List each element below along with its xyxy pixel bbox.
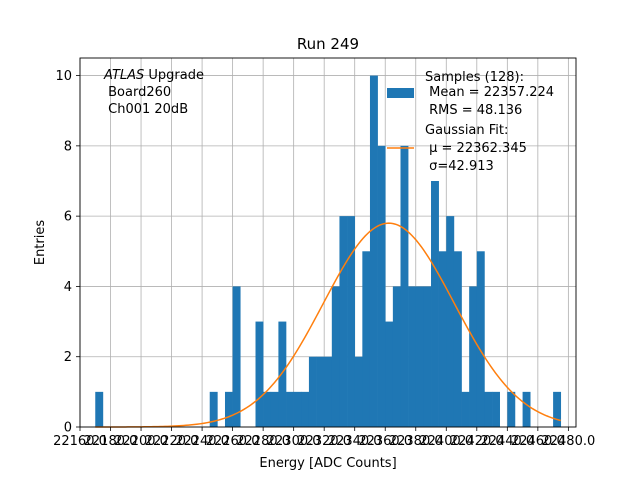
y-tick-label-2: 4: [64, 280, 72, 295]
histogram-bar-14: [331, 286, 340, 427]
histogram-bar-9: [293, 391, 302, 427]
x-tick-label-1: 22180.0: [84, 434, 138, 449]
histogram-bar-26: [423, 286, 432, 427]
histogram-bar-33: [476, 251, 485, 427]
legend-samples-title: Samples (128):: [425, 70, 524, 85]
legend-fit-sigma: σ=42.913: [425, 159, 494, 174]
x-tick-label-16: 22480.0: [541, 434, 595, 449]
y-tick-label-3: 6: [64, 210, 72, 225]
annotation-atlas-word: ATLAS: [103, 68, 144, 83]
histogram-bar-35: [492, 391, 500, 427]
x-axis-ticks: 22160.022180.022200.022220.022240.022260…: [53, 427, 595, 449]
x-tick-label-0: 22160.0: [53, 434, 107, 449]
histogram-bar-10: [301, 391, 310, 427]
histogram-bar-37: [522, 391, 531, 427]
x-tick-label-14: 22440.0: [480, 434, 534, 449]
x-tick-label-13: 22420.0: [450, 434, 504, 449]
histogram-bar-3: [232, 286, 241, 427]
histogram-bar-8: [286, 391, 294, 427]
legend-fit-title: Gaussian Fit:: [425, 123, 508, 138]
histogram-bar-23: [400, 145, 409, 427]
y-axis-ticks: 0 2 4 6 8 10: [55, 69, 80, 436]
histogram-bar-17: [354, 356, 363, 427]
histogram-bar-28: [438, 251, 447, 427]
atlas-annotation: ATLAS Upgrade Board260 Ch001 20dB: [103, 68, 204, 117]
y-tick-label-1: 2: [64, 350, 72, 365]
legend-fit-mu: μ = 22362.345: [425, 141, 527, 156]
histogram-bar-27: [431, 181, 439, 427]
histogram-bar-4: [255, 321, 264, 427]
histogram-bar-38: [553, 391, 562, 427]
histogram-bar-2: [224, 391, 233, 427]
histogram-bar-1: [209, 391, 218, 427]
annotation-line-board: Board260: [104, 85, 171, 100]
histogram-bar-18: [362, 251, 371, 427]
histogram-bar-31: [461, 391, 470, 427]
histogram-bar-34: [484, 391, 493, 427]
histogram-bar-19: [369, 75, 378, 428]
chart-title: Run 249: [297, 35, 359, 53]
histogram-bar-16: [347, 216, 356, 427]
histogram-bar-29: [446, 216, 455, 427]
histogram-bars: [95, 75, 562, 428]
histogram-bar-7: [278, 321, 287, 427]
y-tick-label-0: 0: [64, 421, 72, 436]
histogram-bar-32: [469, 286, 478, 427]
histogram-bar-22: [392, 286, 401, 427]
x-tick-label-9: 22340.0: [328, 434, 382, 449]
histogram-bar-30: [453, 251, 462, 427]
annotation-line-channel: Ch001 20dB: [104, 102, 188, 117]
x-tick-label-12: 22400.0: [419, 434, 473, 449]
y-tick-label-4: 8: [64, 139, 72, 154]
histogram-bar-25: [415, 286, 424, 427]
legend-samples-rms: RMS = 48.136: [425, 103, 522, 118]
y-axis-label: Entries: [33, 220, 48, 266]
histogram-bar-24: [408, 286, 417, 427]
x-tick-label-5: 22260.0: [206, 434, 260, 449]
x-tick-label-3: 22220.0: [145, 434, 199, 449]
histogram-bar-15: [339, 216, 348, 427]
x-tick-label-10: 22360.0: [358, 434, 412, 449]
histogram-bar-13: [324, 356, 333, 427]
x-tick-label-15: 22460.0: [511, 434, 565, 449]
legend-samples-mean: Mean = 22357.224: [425, 85, 554, 100]
histogram-bar-6: [270, 391, 279, 427]
x-tick-label-11: 22380.0: [389, 434, 443, 449]
legend: Samples (128): Mean = 22357.224 RMS = 48…: [387, 70, 554, 174]
histogram-bar-0: [95, 391, 104, 427]
annotation-line-atlas: ATLAS Upgrade: [103, 68, 204, 83]
annotation-upgrade-word: Upgrade: [144, 68, 204, 83]
histogram-bar-36: [507, 391, 516, 427]
x-axis-label: Energy [ADC Counts]: [259, 456, 396, 471]
x-tick-label-7: 22300.0: [267, 434, 321, 449]
histogram-bar-21: [385, 321, 394, 427]
histogram-bar-11: [308, 356, 317, 427]
axes-frame: [79, 57, 577, 428]
y-tick-label-5: 10: [55, 69, 72, 84]
x-tick-label-2: 22200.0: [114, 434, 168, 449]
legend-swatch-samples: [387, 88, 414, 98]
x-tick-label-8: 22320.0: [297, 434, 351, 449]
x-tick-label-6: 22280.0: [236, 434, 290, 449]
histogram-bar-12: [316, 356, 325, 427]
x-tick-label-4: 22240.0: [175, 434, 229, 449]
histogram-bar-5: [263, 391, 272, 427]
gaussian-fit-line: [95, 222, 561, 428]
histogram-bar-20: [377, 145, 386, 427]
